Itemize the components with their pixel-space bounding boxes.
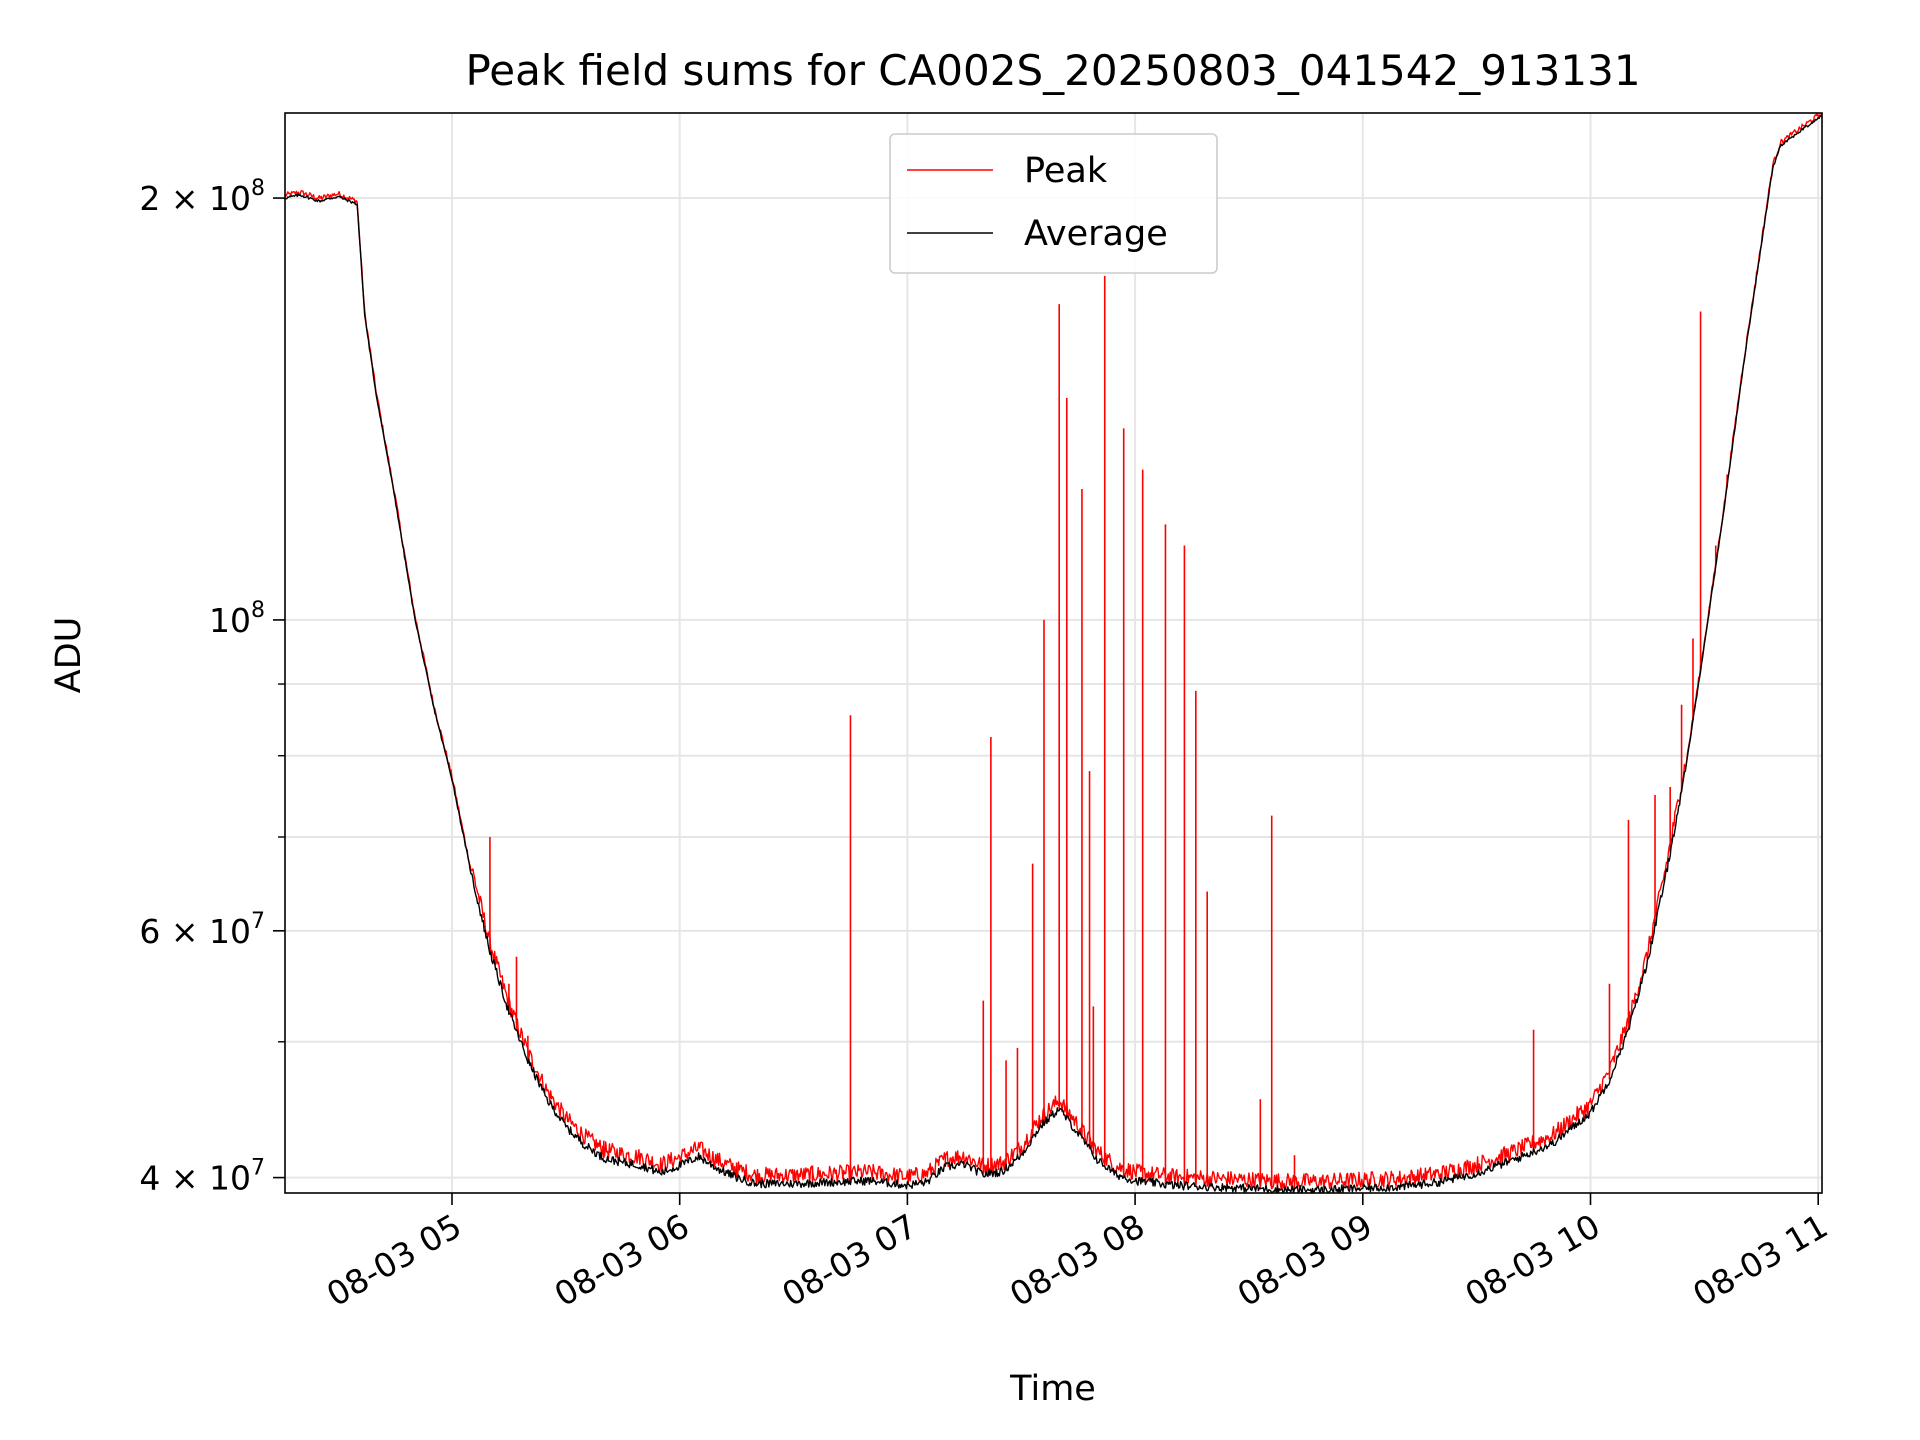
y-tick-label: 108 — [209, 598, 265, 640]
legend-box — [889, 133, 1218, 274]
legend: Peak Average — [889, 133, 1218, 274]
series-peak-line — [285, 113, 1822, 1191]
y-axis: 4 × 107 6 × 107 108 2 × 108 — [139, 176, 285, 1198]
x-axis-label: Time — [1009, 1369, 1096, 1409]
chart-title: Peak field sums for CA002S_20250803_0415… — [465, 46, 1640, 95]
grid — [285, 113, 1822, 1193]
series-average-line — [285, 115, 1822, 1193]
plot-area — [285, 113, 1822, 1193]
y-tick-label: 4 × 107 — [139, 1156, 265, 1198]
legend-label-peak: Peak — [1024, 151, 1108, 191]
y-tick-label: 2 × 108 — [139, 176, 265, 218]
legend-label-average: Average — [1024, 214, 1168, 254]
axes-frame — [284, 112, 1823, 1194]
y-axis-label: ADU — [49, 617, 89, 694]
y-tick-label: 6 × 107 — [139, 909, 265, 951]
